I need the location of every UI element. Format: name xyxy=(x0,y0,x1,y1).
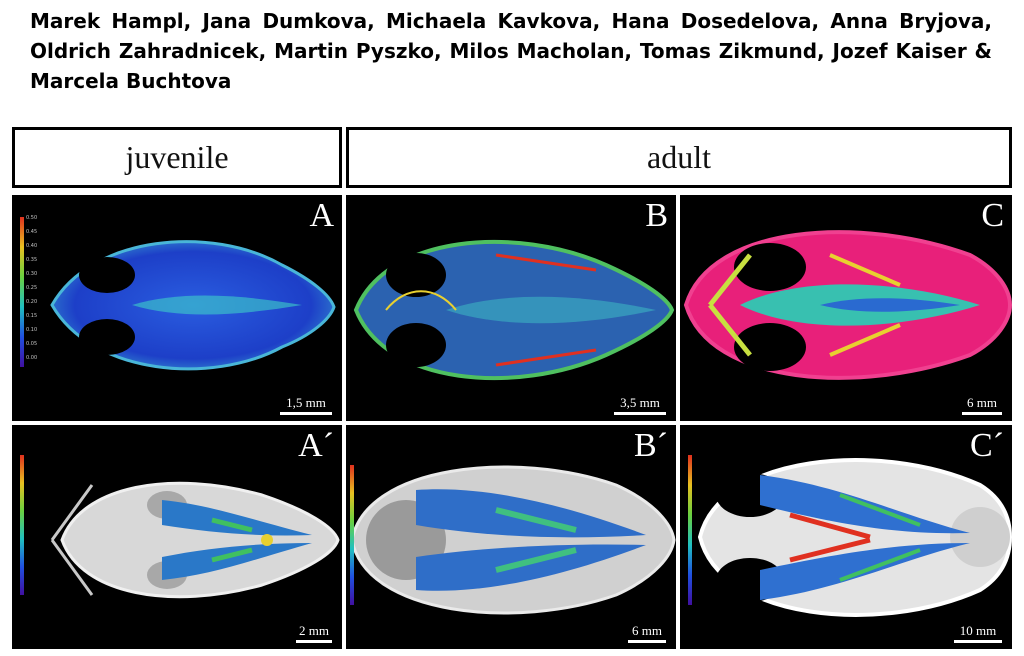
panel-c-prime: C´ 10 mm xyxy=(680,425,1012,649)
panel-a: 0.50 0.45 0.40 0.35 0.30 0.25 0.20 0.15 … xyxy=(12,195,342,421)
colorbar-ticks-a: 0.50 0.45 0.40 0.35 0.30 0.25 0.20 0.15 … xyxy=(26,215,38,361)
colorbar-a xyxy=(20,217,24,367)
scale-text-b-prime: 6 mm xyxy=(632,623,662,638)
header-juvenile-label: juvenile xyxy=(125,139,229,175)
skull-image-b xyxy=(353,239,675,381)
colorbar-a-prime xyxy=(20,455,24,595)
scale-text-c: 6 mm xyxy=(967,395,997,410)
skull-image-c xyxy=(683,230,1012,380)
skull-image-a xyxy=(50,240,336,371)
scale-bar-c: 6 mm xyxy=(962,395,1002,415)
header-adult: adult xyxy=(346,127,1012,188)
scale-bar-a: 1,5 mm xyxy=(280,395,332,415)
skull-image-c-prime xyxy=(697,458,1012,617)
panel-label-a: A xyxy=(309,197,334,234)
panel-c: C 6 mm xyxy=(680,195,1012,421)
header-juvenile: juvenile xyxy=(12,127,342,188)
scale-bar-b-prime: 6 mm xyxy=(628,623,666,643)
panel-label-c: C xyxy=(981,197,1004,234)
panel-a-prime: A´ 2 mm xyxy=(12,425,342,649)
scale-text-c-prime: 10 mm xyxy=(959,623,997,638)
panel-b: B 3,5 mm xyxy=(346,195,676,421)
panel-label-a-prime: A´ xyxy=(298,427,334,464)
scale-text-b: 3,5 mm xyxy=(620,395,660,410)
scale-bar-a-prime: 2 mm xyxy=(296,623,332,643)
panel-b-prime: B´ 6 mm xyxy=(346,425,676,649)
panel-label-c-prime: C´ xyxy=(970,427,1004,464)
colorbar-c-prime xyxy=(688,455,692,605)
panel-label-b: B xyxy=(645,197,668,234)
header-adult-label: adult xyxy=(647,139,711,175)
author-list: Marek Hampl, Jana Dumkova, Michaela Kavk… xyxy=(30,9,992,93)
panel-label-b-prime: B´ xyxy=(634,427,668,464)
scale-bar-b: 3,5 mm xyxy=(614,395,666,415)
skull-image-b-prime xyxy=(350,465,676,615)
skull-image-a-prime xyxy=(50,481,340,599)
scale-bar-c-prime: 10 mm xyxy=(954,623,1002,643)
colorbar-b-prime xyxy=(350,465,354,605)
scale-text-a-prime: 2 mm xyxy=(299,623,329,638)
scale-text-a: 1,5 mm xyxy=(286,395,326,410)
